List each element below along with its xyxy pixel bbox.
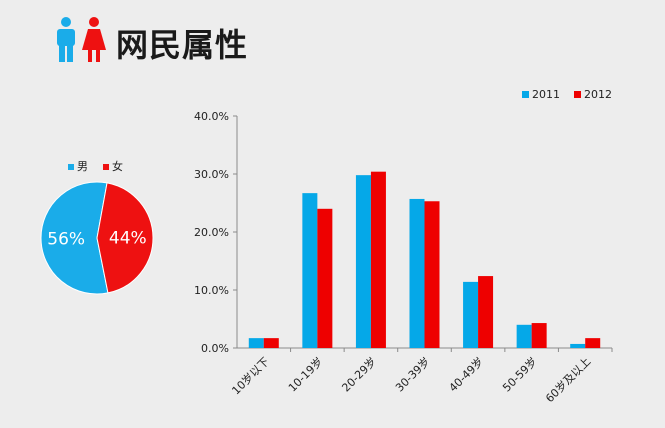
bar-2012 bbox=[531, 323, 547, 348]
pie-slice-female bbox=[96, 182, 154, 294]
bar-legend-label: 2012 bbox=[584, 88, 612, 101]
bar-2011 bbox=[570, 343, 586, 348]
page-title: 网民属性 bbox=[116, 26, 249, 64]
pie-legend-swatch bbox=[103, 164, 109, 170]
y-tick-label: 0.0% bbox=[201, 342, 229, 355]
pie-data-label: 44% bbox=[109, 229, 147, 249]
bar-2011 bbox=[355, 175, 371, 348]
bar-2011 bbox=[463, 281, 479, 348]
x-tick-label: 30-39岁 bbox=[392, 354, 432, 394]
y-tick-label: 40.0% bbox=[194, 110, 229, 123]
x-tick-label: 10岁以下 bbox=[229, 354, 272, 397]
x-tick-label: 10-19岁 bbox=[285, 354, 325, 394]
bar-2011 bbox=[302, 193, 318, 348]
pie-legend-swatch bbox=[68, 164, 74, 170]
male-female-icon bbox=[57, 17, 106, 62]
y-tick-label: 20.0% bbox=[194, 226, 229, 239]
bar-2011 bbox=[409, 198, 425, 348]
pie-data-label: 56% bbox=[47, 229, 85, 249]
x-tick-label: 50-59岁 bbox=[499, 354, 539, 394]
bar-2012 bbox=[424, 201, 440, 348]
bar-legend-swatch bbox=[574, 91, 581, 98]
y-tick-label: 30.0% bbox=[194, 168, 229, 181]
bar-2012 bbox=[478, 276, 494, 348]
bar-2012 bbox=[263, 338, 279, 348]
bar-2011 bbox=[516, 324, 532, 348]
x-tick-label: 60岁及以上 bbox=[542, 354, 593, 405]
pie-legend-label: 女 bbox=[112, 159, 123, 173]
x-tick-label: 20-29岁 bbox=[339, 354, 379, 394]
y-tick-label: 10.0% bbox=[194, 284, 229, 297]
bar-chart: 0.0% 10.0% 20.0% 30.0% 40.0% 10岁以下 10-19岁 20-29… bbox=[194, 88, 613, 405]
bar-legend-swatch bbox=[522, 91, 529, 98]
bar-2012 bbox=[317, 208, 333, 348]
bar-2012 bbox=[370, 171, 386, 348]
pie-chart: 56% 44% 男 女 bbox=[40, 159, 154, 295]
pie-legend-label: 男 bbox=[77, 160, 88, 173]
x-tick-label: 40-49岁 bbox=[446, 354, 486, 394]
bar-2011 bbox=[248, 338, 264, 348]
bar-2012 bbox=[585, 338, 601, 348]
pie-slice-male bbox=[40, 181, 109, 295]
bar-legend-label: 2011 bbox=[532, 88, 560, 101]
